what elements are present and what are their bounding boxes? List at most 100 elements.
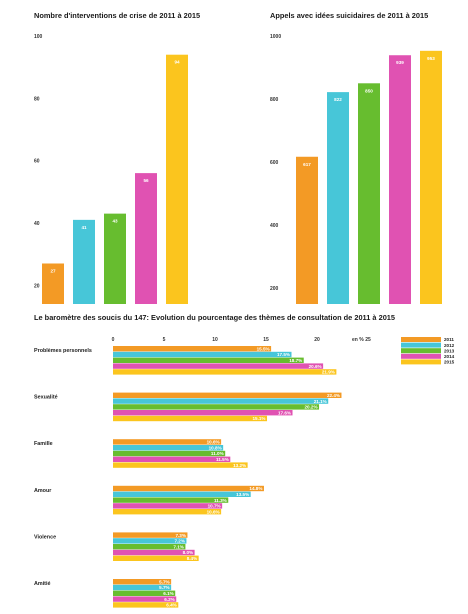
chart3-bar-2013 [113, 544, 186, 550]
chart3-value-label: 7.1% [173, 544, 183, 549]
chart3-value-label: 11.0% [211, 451, 224, 456]
chart3-value-label: 8.0% [183, 550, 193, 555]
chart3-xtick: 15 [263, 337, 269, 343]
chart1-bar-2014 [135, 173, 157, 304]
chart3-bar-2015 [113, 415, 268, 422]
chart3-bar-2015 [113, 602, 179, 608]
chart3-bar-2013 [113, 497, 229, 503]
chart3-bar-2011 [113, 439, 222, 445]
chart3-legend-swatch [401, 353, 441, 359]
chart3-xtick: 5 [163, 337, 166, 343]
chart3-xtick: 0 [112, 337, 115, 343]
chart1-title: Nombre d'interventions de crise de 2011 … [34, 11, 200, 20]
chart3-title: Le baromètre des soucis du 147: Evolutio… [34, 313, 395, 322]
chart2-bar-2013 [358, 83, 380, 304]
chart3-bar-2012 [113, 584, 172, 591]
chart2-bar-2011 [296, 156, 318, 304]
chart3-value-label: 14.8% [249, 486, 262, 491]
chart3-value-label: 10.8% [209, 445, 222, 450]
chart2-bar-2012 [327, 92, 349, 305]
chart3-value-label: 11.5% [216, 457, 229, 462]
chart3-bar-2013 [113, 404, 320, 410]
chart2-value-label: 953 [427, 56, 435, 61]
chart3-value-label: 7.2% [174, 539, 184, 544]
chart3-value-label: 21.1% [314, 399, 327, 404]
chart1-value-label: 41 [81, 225, 87, 230]
chart2-bar-2014 [389, 55, 411, 304]
chart3-xtick: 20 [314, 337, 320, 343]
chart2-title: Appels avec idées suicidaires de 2011 à … [270, 11, 428, 20]
chart3-bar-2015 [113, 555, 199, 561]
chart3-legend-label: 2013 [444, 348, 455, 353]
chart3-bar-2013 [113, 450, 226, 457]
chart3-legend-swatch [401, 337, 441, 342]
chart3-bar-2011 [113, 392, 342, 398]
chart3-legend-label: 2015 [444, 360, 455, 365]
chart3-plot: 0 5 10 15 20 25 Problèmes personnels 15.5% 17.5%… [34, 337, 371, 608]
chart3-category-label: Famille [34, 441, 53, 447]
chart3-xtick: 25 [365, 337, 371, 343]
chart1-bar-2012 [73, 219, 95, 304]
chart3-bar-2011 [113, 532, 188, 538]
chart2-value-label: 822 [334, 97, 342, 102]
chart1-value-label: 94 [174, 60, 180, 65]
chart2-ytick: 200 [270, 286, 279, 292]
chart3-category-label: Amour [34, 488, 52, 494]
chart3-bar-2011 [113, 579, 172, 585]
chart3-legend-label: 2012 [444, 343, 455, 348]
chart3-value-label: 8.4% [187, 556, 197, 561]
chart3-value-label: 5.7% [159, 579, 169, 584]
chart3-value-label: 18.7% [289, 358, 302, 363]
chart2-value-label: 850 [365, 88, 373, 93]
chart3-value-label: 5.7% [159, 585, 169, 590]
chart3-bar-2012 [113, 538, 187, 544]
chart3-bar-2011 [113, 485, 264, 492]
chart1-value-label: 56 [143, 178, 149, 183]
chart1-bar-2013 [104, 213, 126, 304]
chart1-ytick: 60 [34, 159, 40, 165]
chart3-bar-2011 [113, 346, 272, 352]
chart3-value-label: 7.3% [175, 533, 185, 538]
chart3-value-label: 6.1% [163, 591, 173, 596]
chart3-value-label: 13.5% [236, 492, 249, 497]
chart3-category-label: Violence [34, 534, 56, 540]
chart3-value-label: 6.2% [164, 597, 174, 602]
chart3-bar-2014 [113, 549, 195, 556]
chart3-bar-2014 [113, 503, 223, 509]
chart3-value-label: 11.3% [214, 498, 227, 503]
chart3-value-label: 17.5% [277, 352, 290, 357]
chart1-ytick: 100 [34, 34, 43, 40]
chart3-bar-2013 [113, 357, 304, 363]
chart3-bar-2014 [113, 363, 324, 369]
chart3-value-label: 21.9% [322, 370, 335, 375]
chart3-bar-2014 [113, 410, 293, 416]
chart3-category-label: Amitié [34, 581, 50, 587]
chart2-bar-2015 [420, 50, 442, 305]
chart3-legend-swatch [401, 342, 441, 348]
chart3-category-label: Problèmes personnels [34, 348, 92, 354]
chart3-bar-2015 [113, 462, 248, 468]
chart1-plot: 20 40 60 80 100 27 41 43 56 94 [34, 34, 188, 304]
chart3-value-label: 15.5% [257, 346, 270, 351]
chart3-value-label: 20.2% [305, 405, 318, 410]
chart3-bar-2014 [113, 456, 231, 462]
chart3-bar-2012 [113, 445, 224, 451]
chart3-legend-label: 2014 [444, 354, 455, 359]
chart3-value-label: 10.6% [207, 509, 220, 514]
chart3-xtick: 10 [212, 337, 218, 343]
chart3-bar-2012 [113, 491, 251, 497]
chart1-value-label: 27 [50, 268, 56, 273]
chart1-value-label: 43 [112, 219, 118, 224]
chart3-xunit: en % [352, 337, 364, 343]
chart3-value-label: 13.2% [233, 463, 246, 468]
chart1-bar-2011 [42, 263, 64, 304]
chart3-value-label: 10.6% [207, 440, 220, 445]
chart3-bar-2015 [113, 509, 222, 515]
chart3-value-label: 22.4% [327, 393, 340, 398]
chart2-ytick: 1000 [270, 34, 281, 40]
chart3-value-label: 6.4% [166, 603, 176, 608]
chart1-ytick: 40 [34, 221, 40, 227]
chart1-ytick: 80 [34, 96, 40, 102]
